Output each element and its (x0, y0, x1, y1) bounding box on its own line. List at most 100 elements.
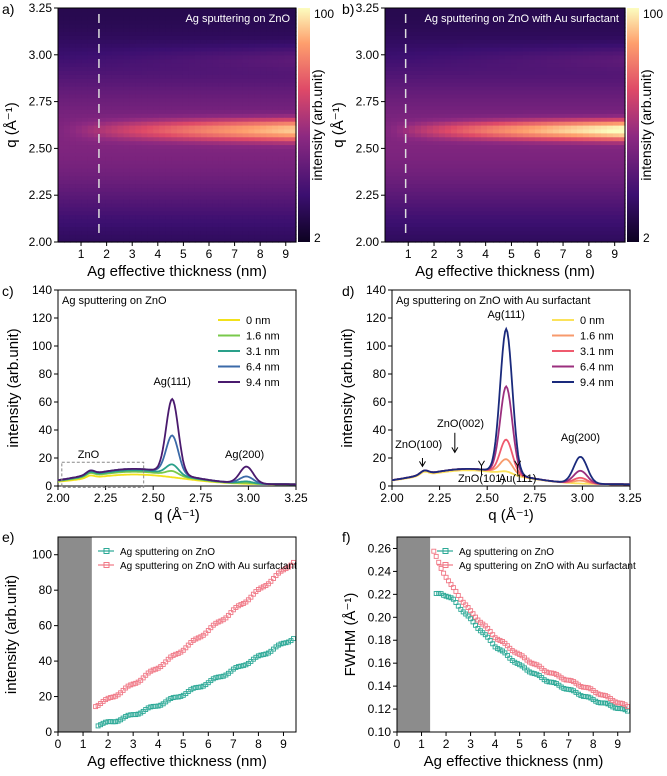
heatmap-cell (69, 11, 77, 17)
heatmap-cell (427, 199, 434, 204)
heatmap-cell (427, 195, 434, 200)
heatmap-cell (236, 199, 244, 204)
heatmap-cell (391, 43, 398, 48)
heatmap-cell (427, 187, 434, 192)
heatmap-cell (254, 226, 261, 231)
heatmap-cell (535, 148, 542, 153)
heatmap-cell (278, 47, 285, 52)
heatmap-cell (547, 144, 554, 149)
heatmap-cell (541, 11, 548, 17)
x-tick-label: 6 (534, 247, 541, 261)
heatmap-cell (278, 27, 285, 32)
heatmap-cell (147, 78, 154, 83)
heatmap-cell (469, 11, 476, 17)
heatmap-cell (583, 156, 590, 161)
annotation-arrowhead (514, 460, 522, 467)
heatmap-cell (409, 47, 416, 52)
heatmap-cell (589, 167, 596, 173)
heatmap-cell (601, 156, 608, 161)
heatmap-cell (601, 54, 608, 60)
heatmap-cell (607, 128, 614, 134)
heatmap-cell (141, 148, 148, 153)
heatmap-cell (421, 238, 428, 243)
heatmap-cell (517, 144, 524, 149)
heatmap-cell (547, 238, 554, 243)
heatmap-cell (177, 86, 184, 91)
heatmap-cell (589, 109, 596, 114)
heatmap-cell (475, 175, 482, 181)
heatmap-cell (475, 70, 482, 75)
heatmap-cell (475, 74, 482, 79)
heatmap-cell (177, 97, 184, 103)
heatmap-cell (475, 86, 482, 91)
heatmap-cell (415, 43, 422, 48)
heatmap-cell (559, 218, 566, 224)
heatmap-cell (613, 105, 620, 110)
heatmap-cell (284, 230, 291, 235)
heatmap-cell (236, 179, 244, 185)
heatmap-cell (171, 78, 178, 83)
heatmap-cell (278, 222, 285, 227)
heatmap-cell (254, 47, 261, 52)
heatmap-cell (93, 222, 101, 227)
heatmap-cell (135, 234, 142, 239)
heatmap-cell (619, 136, 626, 142)
heatmap-cell (439, 187, 446, 192)
heatmap-cell (595, 148, 602, 153)
heatmap-cell (165, 78, 172, 83)
heatmap-cell (499, 191, 506, 196)
heatmap-cell (469, 230, 476, 235)
heatmap-cell (290, 187, 297, 192)
heatmap-cell (188, 125, 196, 130)
heatmap-cell (123, 23, 130, 29)
heatmap-cell (547, 62, 554, 68)
heatmap-cell (135, 82, 142, 87)
heatmap-cell (284, 19, 291, 25)
heatmap-cell (541, 35, 548, 40)
heatmap-cell (439, 125, 446, 130)
heatmap-cell (517, 27, 524, 32)
heatmap-cell (475, 11, 482, 17)
heatmap-cell (194, 199, 202, 204)
heatmap-cell (487, 210, 494, 216)
heatmap-cell (517, 175, 524, 181)
heatmap-cell (427, 113, 434, 118)
heatmap-cell (421, 144, 428, 149)
x-tick-label: 2 (103, 247, 110, 261)
heatmap-cell (601, 70, 608, 75)
heatmap-cell (188, 66, 196, 71)
heatmap-cell (63, 125, 71, 130)
heatmap-cell (171, 89, 178, 95)
heatmap-cell (601, 222, 608, 227)
heatmap-cell (272, 58, 279, 64)
heatmap-cell (129, 238, 136, 243)
heatmap-cell (601, 62, 608, 68)
heatmap-cell (589, 89, 596, 95)
heatmap-cell (272, 39, 279, 44)
heatmap-cell (535, 171, 542, 177)
heatmap-cell (499, 226, 506, 231)
heatmap-cell (278, 19, 285, 25)
heatmap-cell (445, 27, 452, 32)
heatmap-cell (523, 156, 530, 161)
heatmap-cell (182, 167, 190, 173)
heatmap-cell (499, 222, 506, 227)
heatmap-cell (171, 234, 178, 239)
heatmap-cell (619, 39, 626, 44)
heatmap-cell (248, 78, 255, 83)
heatmap-cell (200, 31, 208, 36)
heatmap-cell (493, 86, 500, 91)
heatmap-cell (571, 43, 578, 48)
x-tick-label: 5 (180, 247, 187, 261)
heatmap-cell (583, 125, 590, 130)
heatmap-cell (607, 222, 614, 227)
heatmap-cell (177, 74, 184, 79)
heatmap-cell (278, 66, 285, 71)
heatmap-cell (159, 171, 166, 177)
heatmap-cell (266, 93, 273, 99)
heatmap-cell (487, 222, 494, 227)
heatmap-cell (571, 171, 578, 177)
heatmap-cell (266, 39, 273, 44)
heatmap-cell (236, 136, 244, 142)
heatmap-cell (75, 101, 83, 107)
